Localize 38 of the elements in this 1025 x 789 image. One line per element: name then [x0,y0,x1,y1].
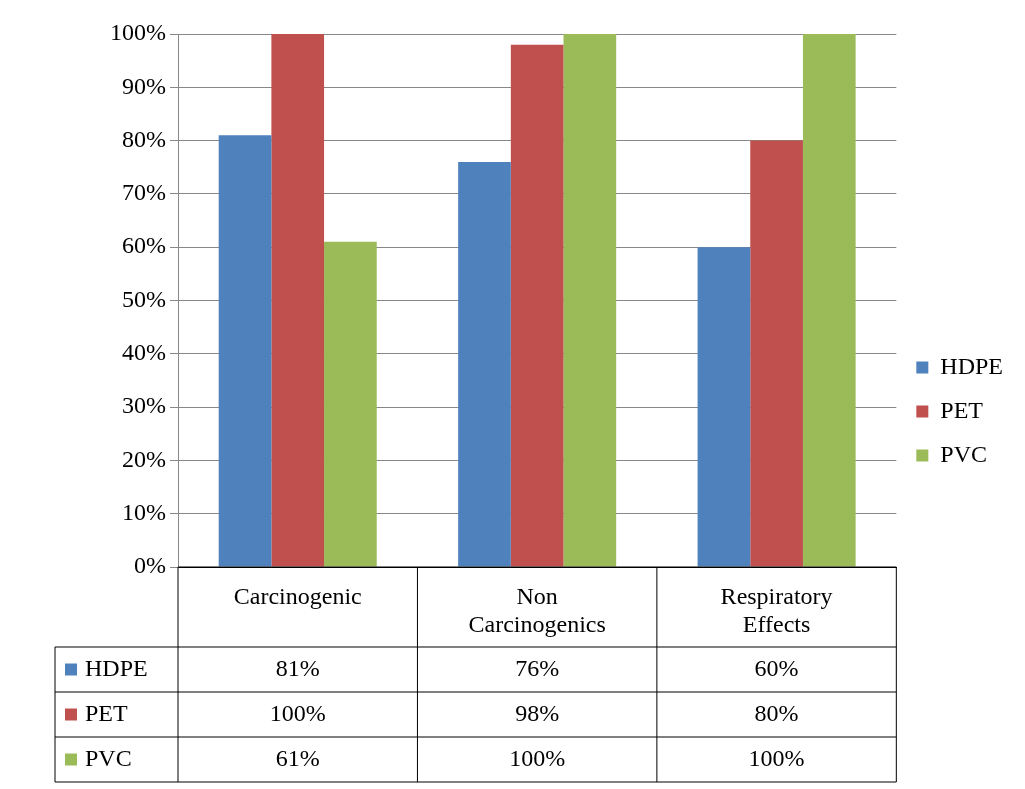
y-tick-label: 80% [122,125,166,152]
data-label: 60% [754,654,799,681]
y-tick-label: 0% [134,552,166,579]
data-label: 100% [748,744,805,771]
bar [802,34,856,567]
x-tick-label: Respiratory Effects [720,582,833,638]
data-label: 80% [754,699,799,726]
bar [697,247,751,567]
data-label: 81% [275,654,320,681]
bar [458,161,511,567]
data-label: 100% [269,699,326,726]
data-label: 100% [509,744,566,771]
y-tick-label: 10% [122,499,166,525]
bar [271,34,325,567]
x-tick-label: Carcinogenic [233,582,362,609]
x-tick-label: Non Carcinogenics [468,582,606,638]
data-label: 76% [515,654,560,681]
legend-label: HDPE [85,654,148,681]
data-label: 98% [515,699,560,726]
y-tick-label: 50% [122,285,166,312]
y-tick-label: 90% [122,72,166,99]
y-tick-label: 70% [122,179,166,206]
y-tick-label: 60% [122,232,166,259]
text: PVC [85,744,132,771]
text: PET [85,699,128,726]
y-tick-label: 100% [110,19,166,46]
y-tick-label: 20% [122,445,166,472]
legend-label: PET [940,396,984,423]
bar [510,44,564,567]
bar [218,135,272,567]
data-label: 61% [275,744,320,771]
bar [324,241,377,567]
text: HDPE [940,352,1003,379]
y-tick-label: 30% [122,392,166,419]
bar [750,140,803,567]
y-tick-label: 40% [122,339,166,366]
legend-label: PVC [940,440,988,467]
bar [563,34,617,567]
